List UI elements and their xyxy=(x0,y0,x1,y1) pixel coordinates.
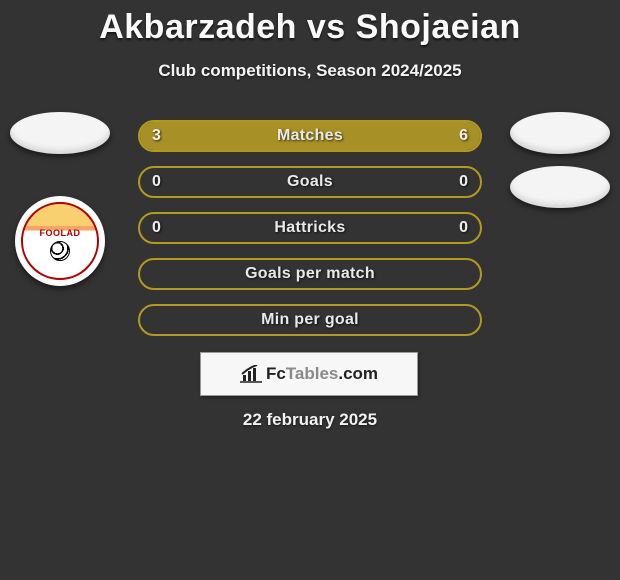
oval-badge-icon xyxy=(10,112,110,154)
football-icon xyxy=(50,241,70,261)
branding-part-a: Fc xyxy=(266,364,286,383)
stat-label: Min per goal xyxy=(140,311,480,329)
stat-row: 3Matches6 xyxy=(138,120,482,152)
stat-value-right: 0 xyxy=(459,168,468,196)
page-subtitle: Club competitions, Season 2024/2025 xyxy=(0,47,620,81)
stat-label: Hattricks xyxy=(140,219,480,237)
player2-club-badge-1 xyxy=(510,112,610,162)
stat-label: Goals per match xyxy=(140,265,480,283)
snapshot-date: 22 february 2025 xyxy=(0,410,620,430)
stat-row: 0Goals0 xyxy=(138,166,482,198)
branding-box: FcTables.com xyxy=(200,352,418,396)
oval-badge-icon xyxy=(510,112,610,154)
foolad-badge-text: FOOLAD xyxy=(40,228,81,238)
page-title: Akbarzadeh vs Shojaeian xyxy=(0,0,620,47)
stat-label: Matches xyxy=(140,127,480,145)
foolad-badge-icon: FOOLAD xyxy=(15,196,105,286)
branding-part-c: .com xyxy=(338,364,378,383)
player1-club-badge-1 xyxy=(10,112,110,162)
branding-part-b: Tables xyxy=(286,364,339,383)
player1-club-badge-2: FOOLAD xyxy=(10,197,110,285)
comparison-bars: 3Matches60Goals00Hattricks0Goals per mat… xyxy=(138,120,482,350)
player2-club-badge-2 xyxy=(510,166,610,216)
stat-value-right: 6 xyxy=(459,122,468,150)
stat-label: Goals xyxy=(140,173,480,191)
stat-value-right: 0 xyxy=(459,214,468,242)
branding-text: FcTables.com xyxy=(266,364,378,384)
stat-row: 0Hattricks0 xyxy=(138,212,482,244)
stat-row: Goals per match xyxy=(138,258,482,290)
bar-chart-icon xyxy=(240,365,262,383)
oval-badge-icon xyxy=(510,166,610,208)
stat-row: Min per goal xyxy=(138,304,482,336)
